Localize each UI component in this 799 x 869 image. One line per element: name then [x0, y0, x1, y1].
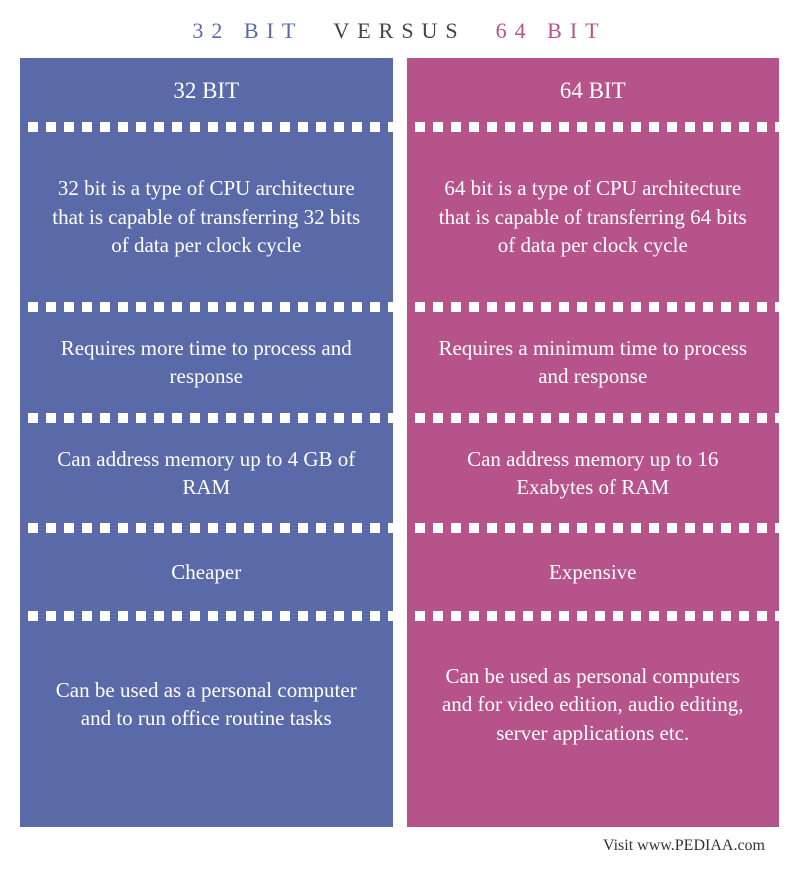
header-center-label: VERSUS [333, 18, 465, 44]
left-cell-3: Cheaper [20, 533, 393, 611]
left-column: 32 BIT 32 bit is a type of CPU architect… [20, 58, 393, 827]
divider [20, 302, 393, 312]
left-cell-0: 32 bit is a type of CPU architecture tha… [20, 132, 393, 302]
right-column-title: 64 BIT [407, 58, 780, 122]
right-cell-1: Requires a minimum time to process and r… [407, 312, 780, 413]
right-cell-0: 64 bit is a type of CPU architecture tha… [407, 132, 780, 302]
comparison-infographic: 32 BIT VERSUS 64 BIT 32 BIT 32 bit is a … [0, 0, 799, 869]
header-row: 32 BIT VERSUS 64 BIT [0, 0, 799, 58]
header-right-label: 64 BIT [496, 18, 607, 44]
left-cell-1: Requires more time to process and respon… [20, 312, 393, 413]
columns-wrapper: 32 BIT 32 bit is a type of CPU architect… [0, 58, 799, 827]
right-cell-2: Can address memory up to 16 Exabytes of … [407, 423, 780, 524]
divider [20, 122, 393, 132]
divider [407, 523, 780, 533]
divider [20, 523, 393, 533]
footer-credit: Visit www.PEDIAA.com [0, 827, 799, 869]
left-cell-2: Can address memory up to 4 GB of RAM [20, 423, 393, 524]
left-column-title: 32 BIT [20, 58, 393, 122]
divider [20, 413, 393, 423]
divider [407, 413, 780, 423]
divider [20, 611, 393, 621]
right-cell-3: Expensive [407, 533, 780, 611]
left-cell-4: Can be used as a personal computer and t… [20, 621, 393, 787]
right-cell-4: Can be used as personal computers and fo… [407, 621, 780, 787]
divider [407, 122, 780, 132]
right-column: 64 BIT 64 bit is a type of CPU architect… [407, 58, 780, 827]
divider [407, 611, 780, 621]
divider [407, 302, 780, 312]
header-left-label: 32 BIT [192, 18, 303, 44]
